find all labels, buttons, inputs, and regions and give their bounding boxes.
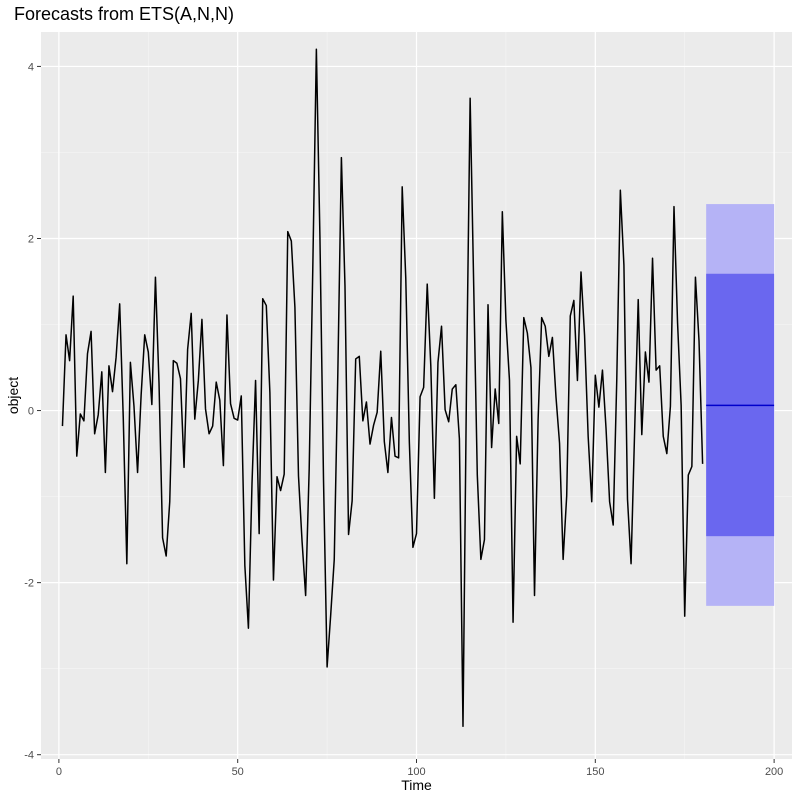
y-tick-label: 0 xyxy=(28,406,34,418)
y-axis-title: object xyxy=(5,377,21,414)
y-axis: -4 -2 0 2 4 xyxy=(24,61,41,762)
grid-lines xyxy=(41,32,792,759)
x-tick-label: 0 xyxy=(56,766,62,778)
chart-title: Forecasts from ETS(A,N,N) xyxy=(14,4,235,24)
series-line xyxy=(61,48,704,728)
x-axis: 0 50 100 150 200 xyxy=(56,759,783,778)
x-tick-label: 50 xyxy=(232,766,244,778)
y-tick-label: 4 xyxy=(28,61,34,73)
x-tick-label: 100 xyxy=(407,766,425,778)
x-tick-label: 200 xyxy=(765,766,783,778)
x-tick-label: 150 xyxy=(586,766,604,778)
x-axis-title: Time xyxy=(401,777,432,793)
y-tick-label: -2 xyxy=(24,578,34,590)
y-tick-label: -4 xyxy=(24,750,34,762)
y-tick-label: 2 xyxy=(28,233,34,245)
series-line-group xyxy=(61,48,704,728)
